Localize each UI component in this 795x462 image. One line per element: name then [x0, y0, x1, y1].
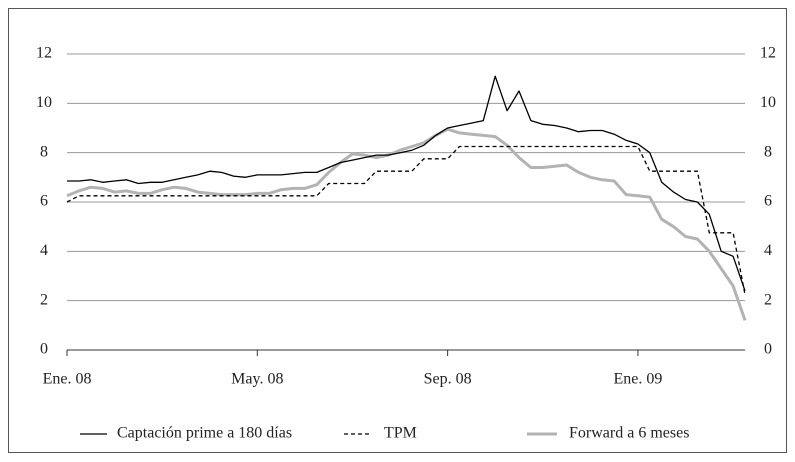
x-tick-label: Sep. 08	[424, 371, 472, 388]
y-tick-label: 10	[36, 94, 52, 111]
y-tick-label: 6	[40, 193, 48, 210]
series-line	[66, 145, 746, 295]
y2-tick-label: 8	[764, 143, 772, 160]
x-tick-label: May. 08	[231, 371, 283, 388]
x-tick-label: Ene. 09	[614, 371, 663, 388]
y2-tick-label: 6	[764, 193, 772, 210]
y-tick-label: 4	[40, 242, 48, 259]
y-tick-label: 8	[40, 143, 48, 160]
legend-label: Forward a 6 meses	[569, 425, 689, 442]
y2-tick-label: 4	[764, 242, 772, 259]
series-line	[66, 127, 747, 321]
y2-tick-label: 12	[760, 45, 776, 62]
legend-label: TPM	[384, 425, 417, 442]
y2-tick-label: 2	[764, 291, 772, 308]
y2-tick-label: 0	[764, 341, 772, 358]
legend-label: Captación prime a 180 días	[117, 425, 292, 442]
series-line	[67, 75, 746, 292]
y-tick-label: 2	[40, 291, 48, 308]
y2-tick-label: 10	[760, 94, 776, 111]
x-tick-label: Ene. 08	[43, 371, 92, 388]
y-tick-label: 12	[36, 45, 52, 62]
frame	[8, 8, 787, 453]
y-tick-label: 0	[40, 341, 48, 358]
